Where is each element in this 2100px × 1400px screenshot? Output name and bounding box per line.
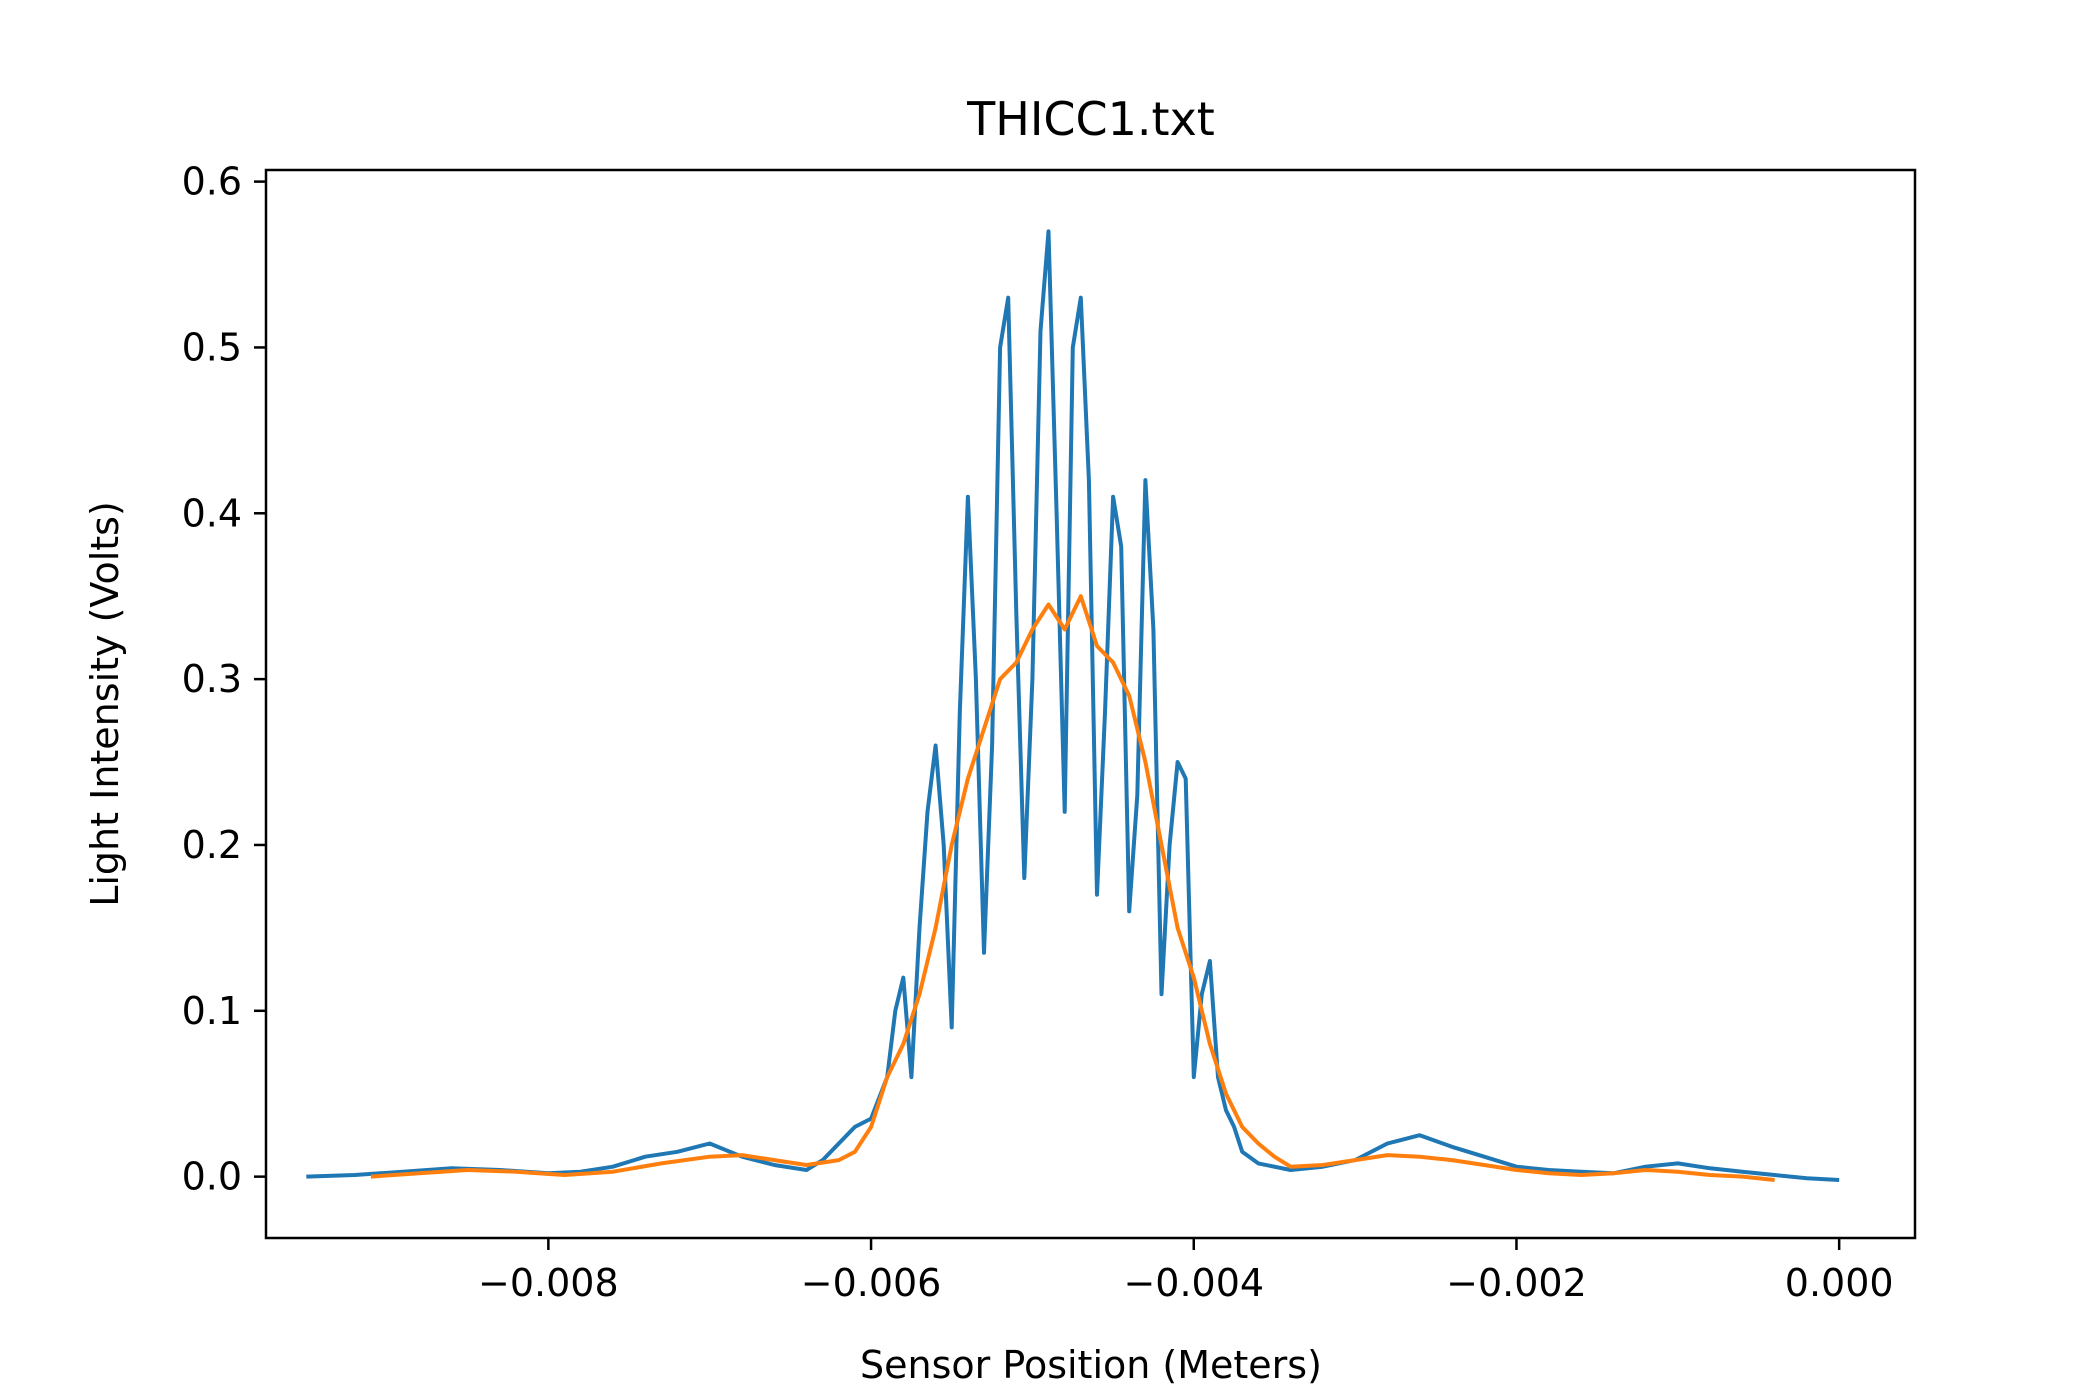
x-axis-label: Sensor Position (Meters) bbox=[860, 1343, 1322, 1387]
y-tick-label: 0.3 bbox=[182, 657, 242, 701]
chart-title: THICC1.txt bbox=[966, 92, 1215, 146]
x-tick-label: 0.000 bbox=[1785, 1261, 1894, 1305]
x-tick-label: −0.002 bbox=[1446, 1261, 1587, 1305]
series-line-2 bbox=[370, 594, 1775, 1182]
y-tick-label: 0.4 bbox=[182, 491, 242, 535]
plot-frame bbox=[264, 168, 1917, 1240]
y-tick-label: 0.5 bbox=[182, 325, 242, 369]
y-axis: 0.0 0.1 0.2 0.3 0.4 0.5 0.6 bbox=[182, 160, 266, 1199]
x-axis: −0.008 −0.006 −0.004 −0.002 0.000 bbox=[478, 1238, 1894, 1305]
x-tick-label: −0.004 bbox=[1123, 1261, 1264, 1305]
y-tick-label: 0.1 bbox=[182, 989, 242, 1033]
y-tick-label: 0.6 bbox=[182, 160, 242, 204]
x-tick-label: −0.008 bbox=[478, 1261, 619, 1305]
y-tick-label: 0.0 bbox=[182, 1155, 242, 1199]
y-axis-label: Light Intensity (Volts) bbox=[83, 501, 127, 907]
x-tick-label: −0.006 bbox=[801, 1261, 942, 1305]
series-layer bbox=[306, 229, 1840, 1182]
y-tick-label: 0.2 bbox=[182, 823, 242, 867]
